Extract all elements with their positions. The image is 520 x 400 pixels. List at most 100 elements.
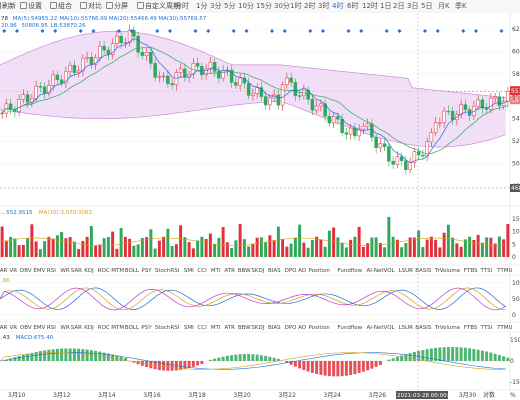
indicator-tab-22[interactable]: Position [309,268,331,274]
timeframe-18[interactable]: 季K [455,2,467,10]
indicator2-tab-21[interactable]: AO [298,325,307,331]
indicator2-tab-2[interactable]: OBV [20,325,32,331]
timeframe-13[interactable]: 1日 [380,2,392,10]
indicator-tab-17[interactable]: BBW [238,268,251,274]
macd-bar [259,355,263,361]
indicator-tab-12[interactable]: StochRSI [155,268,180,274]
indicator2-tab-15[interactable]: MTI [211,325,221,331]
indicator2-tab-8[interactable]: ROC [98,325,110,331]
indicator2-tab-17[interactable]: BBW [238,325,251,331]
indicator2-tab-26[interactable]: BASIS [415,325,432,331]
timeframe-10[interactable]: 4时 [332,2,344,10]
candle-body [204,68,208,76]
indicator2-tab-19[interactable]: BIAS [268,325,281,331]
volume-bar [221,227,225,257]
timeframe-11[interactable]: 6时 [347,2,359,10]
refresh-button[interactable]: 刷新 [0,2,16,11]
indicator2-tab-29[interactable]: TTSI [480,325,493,331]
indicator-tab-26[interactable]: BASIS [415,268,432,274]
indicator-tab-7[interactable]: KDJ [84,268,94,274]
timeframe-3[interactable]: 5分 [224,2,236,10]
custom-period-button[interactable]: 自定义周期 [137,2,180,11]
timeframe-8[interactable]: 2时 [304,2,316,10]
timeframe-17[interactable]: 月K [438,2,450,10]
timeframe-14[interactable]: 2日 [393,2,405,10]
indicator2-tab-6[interactable]: SAR [71,325,82,331]
indicator-tab-27[interactable]: TrVolume [434,268,461,274]
macd-bar [417,350,421,361]
indicator-tab-2[interactable]: OBV [20,268,32,274]
indicator-tab-15[interactable]: MTI [211,268,221,274]
indicator2-tab-25[interactable]: LSUR [399,325,414,331]
indicator2-tab-24[interactable]: AI-NetVOL [367,325,396,331]
timeframe-2[interactable]: 3分 [210,2,222,10]
indicator2-tab-14[interactable]: CCI [197,325,207,331]
indicator-tab-25[interactable]: LSUR [399,268,414,274]
compare-button[interactable]: 对比 [80,2,102,11]
timeframe-1[interactable]: 1分 [196,2,208,10]
indicator2-tab-28[interactable]: FTBS [464,325,478,331]
timeframe-15[interactable]: 3日 [407,2,419,10]
timeframe-9[interactable]: 3时 [318,2,330,10]
timeframe-12[interactable]: 12时 [362,2,378,10]
indicator-tab-28[interactable]: FTBS [464,268,478,274]
macd-bar [336,361,340,377]
timeframe-16[interactable]: 5日 [421,2,433,10]
indicator2-tab-3[interactable]: EMV [33,325,45,331]
indicator-tab-9[interactable]: MTM [111,268,124,274]
indicator2-tab-9[interactable]: MTM [111,325,124,331]
indicator-tab-4[interactable]: RSI [47,268,56,274]
indicator-tab-1[interactable]: VR [10,268,18,274]
indicator-tab-19[interactable]: BIAS [268,268,281,274]
indicator-tab-20[interactable]: DPO [285,268,298,274]
settings-button[interactable]: 设置 [20,2,42,11]
indicator2-tab-27[interactable]: TrVolume [434,325,461,331]
volume-bar [425,239,429,257]
combine-button[interactable]: 组合 [50,2,72,11]
indicator-tab-10[interactable]: BOLL [125,268,140,274]
indicator-tab-3[interactable]: EMV [33,268,45,274]
indicator-tab-16[interactable]: ATR [224,268,235,274]
log-scale-toggle[interactable]: 对数 [483,391,495,399]
percent-toggle[interactable]: % [510,392,516,399]
indicator2-tab-22[interactable]: Position [309,325,331,331]
indicator-tab-6[interactable]: SAR [71,268,82,274]
indicator-tab-14[interactable]: CCI [197,268,207,274]
indicator2-tab-13[interactable]: SMI [184,325,194,331]
indicator-tab-8[interactable]: ROC [98,268,110,274]
indicator-tab-23[interactable]: Fundflow [338,268,363,274]
indicator2-tab-7[interactable]: KDJ [84,325,94,331]
volume-bar [72,241,76,257]
indicator2-tab-4[interactable]: RSI [47,325,56,331]
split-icon [106,2,113,9]
indicator-tab-21[interactable]: AO [298,268,307,274]
indicator-tab-13[interactable]: SMI [184,268,194,274]
indicator2-tab-12[interactable]: StochRSI [155,325,180,331]
indicator2-tab-10[interactable]: BOLL [125,325,140,331]
timeframe-4[interactable]: 10分 [238,2,254,10]
indicator2-tab-18[interactable]: SKDJ [251,325,264,331]
indicator-tab-30[interactable]: TTMU [496,268,512,274]
indicator2-tab-1[interactable]: VR [10,325,18,331]
indicator-tab-5[interactable]: WR [60,268,69,274]
indicator-tab-11[interactable]: PSY [141,268,152,274]
split-screen-button[interactable]: 分屏 [106,2,128,11]
indicator-tab-29[interactable]: TTSI [480,268,493,274]
indicator2-tab-16[interactable]: ATR [224,325,235,331]
indicator2-tab-5[interactable]: WR [60,325,69,331]
indicator2-tab-20[interactable]: DPO [285,325,298,331]
signal-diamond [129,29,134,33]
timeframe-6[interactable]: 30分 [274,2,290,10]
macd-bar [9,358,13,361]
indicator2-tab-11[interactable]: PSY [141,325,152,331]
volume-bar [149,229,153,257]
indicator-tab-18[interactable]: SKDJ [251,268,264,274]
indicator-tab-0[interactable]: BAR [0,268,8,274]
indicator2-tab-0[interactable]: BAR [0,325,8,331]
timeframe-7[interactable]: 1时 [290,2,302,10]
indicator-tab-24[interactable]: AI-NetVOL [367,268,396,274]
indicator2-tab-30[interactable]: TTMU [496,325,512,331]
timeframe-5[interactable]: 15分 [256,2,272,10]
indicator2-tab-23[interactable]: Fundflow [338,325,363,331]
timeframe-0[interactable]: 分时 [175,2,189,10]
